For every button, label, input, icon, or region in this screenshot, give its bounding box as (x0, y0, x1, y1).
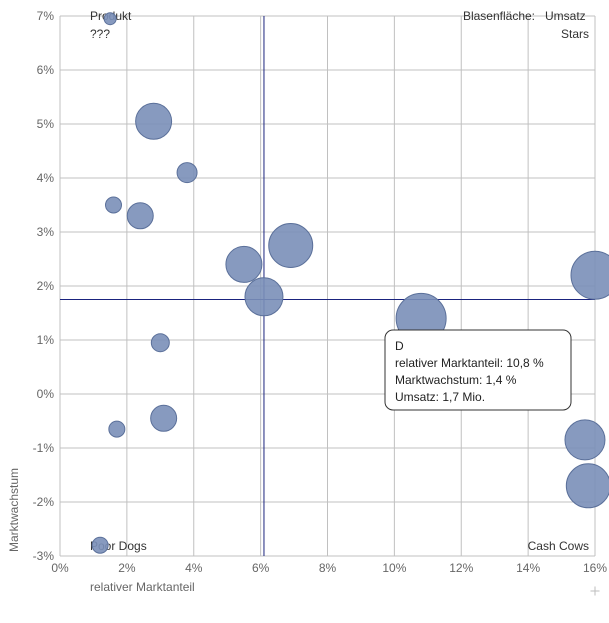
tooltip-line: Umsatz: 1,7 Mio. (395, 390, 485, 404)
quadrant-label-top-left: ??? (90, 27, 110, 41)
bubble[interactable] (269, 224, 313, 268)
y-axis-label: Marktwachstum (7, 468, 21, 552)
bubble[interactable] (565, 420, 605, 460)
bubble[interactable] (566, 464, 609, 508)
y-tick-label: 6% (37, 63, 55, 77)
bubble[interactable] (177, 163, 197, 183)
y-tick-label: 1% (37, 333, 55, 347)
bubble[interactable] (109, 421, 125, 437)
bubble[interactable] (226, 246, 262, 282)
x-tick-label: 2% (118, 561, 136, 575)
bubble[interactable] (151, 405, 177, 431)
y-tick-label: -1% (33, 441, 55, 455)
quadrant-label-top-right: Stars (561, 27, 589, 41)
bubble[interactable] (106, 197, 122, 213)
y-tick-label: 5% (37, 117, 55, 131)
bcg-bubble-chart: 0% 2% 4% 6% 8% 10% 12% 14% 16% -3% -2% -1% 0% 1% 2% 3% 4… (0, 0, 609, 623)
y-tick-label: 4% (37, 171, 55, 185)
y-tick-label: 3% (37, 225, 55, 239)
x-tick-label: 12% (449, 561, 473, 575)
y-tick-label: 7% (37, 9, 55, 23)
y-tick-label: 2% (37, 279, 55, 293)
y-tick-label: -3% (33, 549, 55, 563)
x-tick-label: 16% (583, 561, 607, 575)
y-tick-label: 0% (37, 387, 55, 401)
tooltip-line: D (395, 339, 404, 353)
bubble[interactable] (245, 278, 283, 316)
bubble[interactable] (571, 251, 609, 299)
x-axis-label: relativer Marktanteil (90, 580, 195, 594)
bubble[interactable] (127, 203, 153, 229)
x-tick-label: 8% (319, 561, 337, 575)
quadrant-label-bottom-right: Cash Cows (528, 539, 589, 553)
bubble[interactable] (104, 13, 116, 25)
x-tick-label: 10% (382, 561, 406, 575)
tooltip-line: relativer Marktanteil: 10,8 % (395, 356, 544, 370)
x-tick-label: 6% (252, 561, 270, 575)
x-tick-label: 0% (51, 561, 69, 575)
bubble[interactable] (92, 537, 108, 553)
bubble[interactable] (151, 334, 169, 352)
x-tick-label: 4% (185, 561, 203, 575)
header-right-label: Blasenfläche: (463, 9, 535, 23)
bubble[interactable] (136, 103, 172, 139)
x-tick-label: 14% (516, 561, 540, 575)
y-tick-label: -2% (33, 495, 55, 509)
tooltip-line: Marktwachstum: 1,4 % (395, 373, 517, 387)
header-right-value: Umsatz (545, 9, 586, 23)
